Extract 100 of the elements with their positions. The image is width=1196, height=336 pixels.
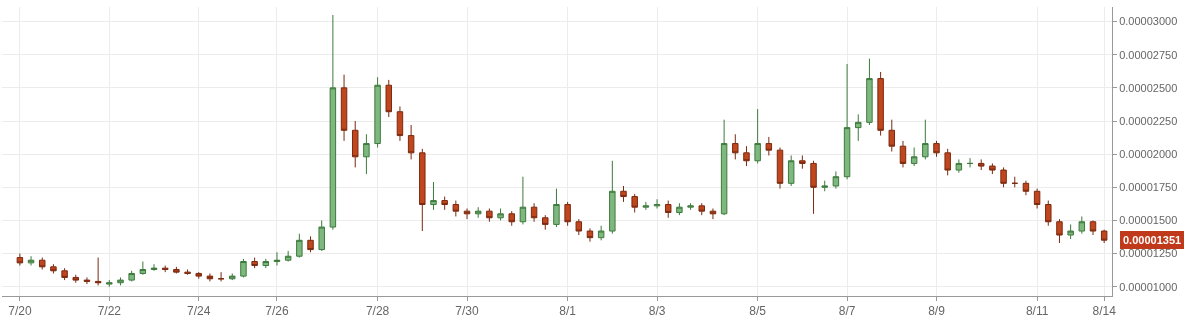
x-tick-label: 7/20 — [8, 304, 32, 319]
candlestick — [653, 198, 661, 209]
candlestick — [553, 188, 560, 228]
candlestick — [150, 263, 158, 272]
candlestick — [743, 145, 750, 167]
candlestick — [419, 148, 426, 232]
candlestick — [977, 158, 985, 171]
candlestick — [676, 202, 683, 216]
candlestick — [709, 208, 717, 220]
candlestick — [821, 180, 828, 192]
y-tick-label: 0.00001000 — [1119, 280, 1178, 293]
candlestick — [787, 154, 795, 187]
candlestick — [631, 193, 638, 213]
candlestick — [396, 105, 404, 142]
candlestick — [351, 120, 359, 168]
candlestick — [340, 74, 348, 142]
candlestick — [508, 210, 515, 227]
candlestick — [933, 140, 940, 158]
candlestick — [27, 255, 35, 267]
candlestick — [609, 160, 616, 235]
candlestick — [754, 108, 761, 164]
candlestick — [117, 276, 124, 286]
candlestick — [642, 201, 650, 211]
candlestick — [229, 272, 236, 281]
candlestick — [530, 202, 538, 223]
candlestick — [94, 257, 102, 286]
x-tick-label: 7/30 — [455, 304, 480, 319]
candlestick — [1078, 215, 1086, 235]
candlestick — [720, 119, 728, 216]
candlestick — [955, 158, 963, 174]
y-tick-label: 0.00002000 — [1119, 148, 1178, 160]
y-tick-label: 0.00002750 — [1119, 48, 1178, 61]
candlestick — [519, 176, 527, 225]
x-tick-label: 8/14 — [1092, 304, 1117, 319]
candlestick — [1089, 219, 1097, 236]
x-tick-label: 7/22 — [97, 304, 122, 319]
candlestick — [217, 271, 225, 282]
candlestick — [1100, 229, 1108, 244]
x-tick-label: 8/5 — [749, 304, 767, 319]
x-tick-label: 8/9 — [928, 304, 946, 319]
annotation: 0.00001351 — [1123, 234, 1182, 246]
candlestick — [61, 267, 68, 281]
candlestick — [575, 218, 583, 236]
candlestick — [866, 58, 873, 126]
candlestick — [899, 140, 907, 168]
candlestick — [944, 148, 951, 176]
candlestick — [173, 266, 180, 274]
candlestick — [966, 157, 974, 168]
candlestick — [139, 261, 147, 276]
candlestick — [586, 227, 594, 243]
x-tick-label: 8/1 — [559, 304, 577, 319]
candlestick — [1000, 166, 1007, 188]
candlestick — [363, 133, 370, 175]
candlestick — [385, 79, 393, 118]
y-tick-label: 0.00001750 — [1119, 181, 1178, 194]
y-tick-label: 0.00001250 — [1119, 247, 1178, 260]
candlestick — [1056, 218, 1063, 244]
candlestick — [307, 235, 314, 253]
candlestick — [799, 154, 806, 170]
candlestick — [374, 76, 381, 149]
candlestick — [542, 214, 549, 231]
candlestick — [1033, 188, 1041, 209]
candlestick — [1067, 223, 1074, 240]
candlestick — [441, 196, 448, 211]
candlestick — [989, 162, 996, 175]
candlestick — [296, 233, 303, 259]
candlestick — [430, 181, 437, 211]
candlestick — [687, 202, 694, 211]
candlestick — [16, 253, 24, 267]
candlestick — [106, 279, 113, 288]
y-tick-label: 0.00002500 — [1119, 81, 1178, 94]
candlestick — [184, 268, 191, 276]
candlestick — [1011, 176, 1018, 188]
candlestick — [83, 276, 91, 285]
candlestick — [888, 119, 896, 152]
candlestick — [664, 200, 672, 219]
candlestick — [910, 147, 918, 167]
candlestick — [497, 208, 504, 221]
candlestick — [474, 206, 482, 219]
candlestick — [698, 202, 705, 216]
candlestick — [877, 71, 884, 137]
x-tick-label: 8/3 — [648, 304, 666, 319]
candlestick — [240, 258, 247, 278]
candlestick — [318, 219, 325, 252]
candlestick — [1022, 180, 1030, 196]
candlestick — [39, 257, 46, 270]
candlestick — [329, 14, 337, 231]
y-tick-label: 0.00003000 — [1119, 15, 1178, 28]
candlestick — [732, 133, 739, 160]
candlestick — [128, 270, 135, 282]
candlestick — [452, 200, 460, 217]
candlestick — [407, 124, 415, 160]
x-tick-label: 8/7 — [838, 304, 856, 319]
candlestick — [50, 263, 57, 274]
y-tick-label: 0.00001500 — [1119, 214, 1178, 227]
candlestick — [206, 272, 214, 282]
candlestick — [72, 274, 80, 284]
x-tick-label: 7/26 — [265, 304, 289, 319]
candlestick — [810, 160, 817, 215]
candlestick — [195, 271, 202, 280]
